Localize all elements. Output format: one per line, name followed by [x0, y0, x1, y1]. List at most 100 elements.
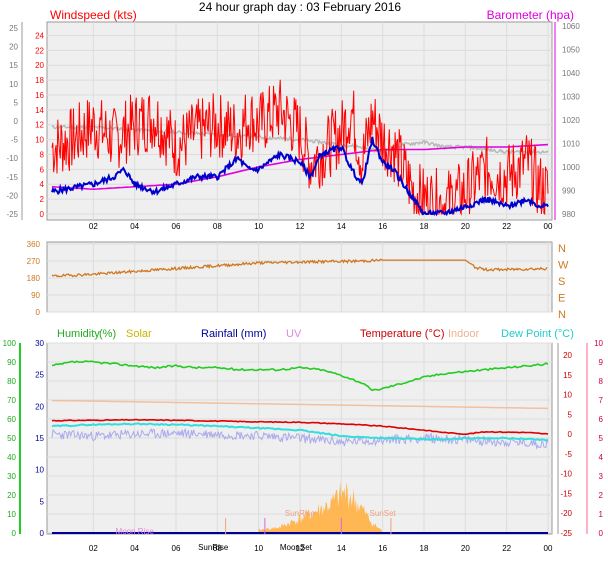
- solar-area: [258, 481, 383, 533]
- humidity-unit-legend: (%): [99, 328, 116, 340]
- x-tick-label: 02: [89, 222, 98, 231]
- x-tick-label: 00: [544, 222, 553, 231]
- temperature-legend: Temperature (°C): [360, 328, 444, 340]
- temperature-tick-label: -20: [560, 509, 572, 518]
- x-tick-label: 04: [130, 222, 139, 231]
- dewpoint-line: [51, 422, 549, 442]
- direction-tick-label: 0: [36, 308, 41, 317]
- rainfall-tick-label: 25: [35, 371, 44, 380]
- humidity-line: [51, 360, 549, 392]
- baro-ticks: 980 990 1000 1010 1020 1030 1040 1050 1060: [562, 22, 580, 219]
- compass-label: W: [558, 260, 569, 272]
- outer-tick-label: 25: [9, 24, 18, 33]
- wind-tick-label: 4: [40, 180, 45, 189]
- aux-tick-label: 2: [599, 491, 604, 500]
- barometer-label: Barometer (hpa): [487, 8, 574, 22]
- baro-tick-label: 1020: [562, 116, 580, 125]
- x-tick-label: 10: [254, 222, 263, 231]
- x-tick-label: 06: [172, 222, 181, 231]
- aux-ticks: 0 1 2 3 4 5 6 7 8 9 10: [594, 339, 603, 538]
- baro-tick-label: 980: [562, 210, 576, 219]
- outer-tick-label: -25: [6, 210, 18, 219]
- rainfall-tick-label: 30: [35, 339, 44, 348]
- temperature-tick-label: 20: [563, 351, 572, 360]
- x-tick-label: 12: [296, 544, 305, 553]
- wind-gust-line: [51, 79, 549, 216]
- wind-tick-label: 20: [35, 61, 44, 70]
- direction-line: [51, 258, 548, 278]
- baro-tick-label: 1030: [562, 93, 580, 102]
- temperature-line: [51, 418, 549, 436]
- weather-series: [51, 360, 549, 534]
- x-tick-label: 22: [502, 544, 511, 553]
- baro-tick-label: 990: [562, 187, 576, 196]
- direction-tick-label: 90: [31, 291, 40, 300]
- annotation-label: SunRise: [285, 509, 316, 518]
- humidity-tick-label: 100: [3, 339, 17, 348]
- x-tick-label: 12: [296, 222, 305, 231]
- temperature-tick-label: -10: [560, 470, 572, 479]
- rainfall-tick-label: 20: [35, 402, 44, 411]
- humidity-tick-label: 30: [7, 472, 16, 481]
- wind-tick-label: 2: [40, 195, 45, 204]
- rainfall-tick-label: 10: [35, 466, 44, 475]
- wind-tick-label: 18: [35, 76, 44, 85]
- humidity-tick-label: 90: [7, 358, 16, 367]
- aux-tick-label: 4: [599, 453, 604, 462]
- wind-average-line: [51, 136, 549, 217]
- outer-tick-label: 5: [14, 98, 19, 107]
- aux-tick-label: 6: [599, 415, 604, 424]
- aux-tick-label: 9: [599, 358, 604, 367]
- aux-tick-label: 1: [599, 510, 604, 519]
- x-tick-label: 08: [213, 544, 222, 553]
- wind-tick-label: 14: [35, 106, 44, 115]
- weather-x-ticks: 02 04 06 08 10 12 14 16 18 20 22 00: [89, 544, 553, 553]
- rainfall-tick-label: 15: [35, 434, 44, 443]
- direction-left-ticks: 0 90 180 270 360: [27, 240, 41, 317]
- x-tick-label: 16: [378, 544, 387, 553]
- direction-tick-label: 360: [27, 240, 41, 249]
- x-tick-label: 00: [544, 544, 553, 553]
- aux-tick-label: 3: [599, 472, 604, 481]
- wind-tick-label: 10: [35, 136, 44, 145]
- humidity-tick-label: 40: [7, 453, 16, 462]
- direction-series: [51, 258, 548, 278]
- x-tick-label: 06: [172, 544, 181, 553]
- aux-tick-label: 8: [599, 377, 604, 386]
- annotation-label: Moon Rise: [116, 527, 155, 536]
- humidity-tick-label: 0: [12, 529, 17, 538]
- rainfall-ticks: 0 5 10 15 20 25 30: [35, 339, 44, 538]
- humidity-ticks: 0 10 20 30 40 50 60 70 80 90 100: [3, 339, 17, 538]
- compass-label: N: [558, 243, 566, 255]
- sun-moon-annotations: SunRise SunSet Moon Rise SunRise MoonSet: [116, 509, 397, 552]
- aux-tick-label: 0: [599, 529, 604, 538]
- dewpoint-legend: Dew Point (°C): [501, 328, 574, 340]
- temperature-tick-label: 0: [568, 430, 573, 439]
- temperature-tick-label: 5: [568, 410, 573, 419]
- aux-tick-label: 5: [599, 434, 604, 443]
- wind-tick-label: 8: [40, 150, 45, 159]
- x-tick-label: 16: [378, 222, 387, 231]
- aux-tick-label: 10: [594, 339, 603, 348]
- baro-tick-label: 1060: [562, 22, 580, 31]
- wind-tick-label: 6: [40, 165, 45, 174]
- aux-tick-label: 7: [599, 396, 604, 405]
- compass-label: N: [558, 309, 566, 321]
- annotation-label: MoonSet: [280, 543, 313, 552]
- rainfall-tick-label: 5: [40, 497, 45, 506]
- x-tick-label: 10: [254, 544, 263, 553]
- humidity-tick-label: 60: [7, 415, 16, 424]
- baro-tick-label: 1010: [562, 140, 580, 149]
- humidity-tick-label: 50: [7, 434, 16, 443]
- wind-tick-label: 22: [35, 46, 44, 55]
- x-tick-label: 02: [89, 544, 98, 553]
- outer-tick-label: 15: [9, 61, 18, 70]
- outer-tick-label: -5: [11, 136, 19, 145]
- rainfall-tick-label: 0: [40, 529, 45, 538]
- uv-legend: UV: [286, 328, 302, 340]
- wind-x-ticks: 02 04 06 08 10 12 14 16 18 20 22 00: [89, 222, 553, 231]
- x-tick-label: 04: [130, 544, 139, 553]
- outer-tick-label: 20: [9, 43, 18, 52]
